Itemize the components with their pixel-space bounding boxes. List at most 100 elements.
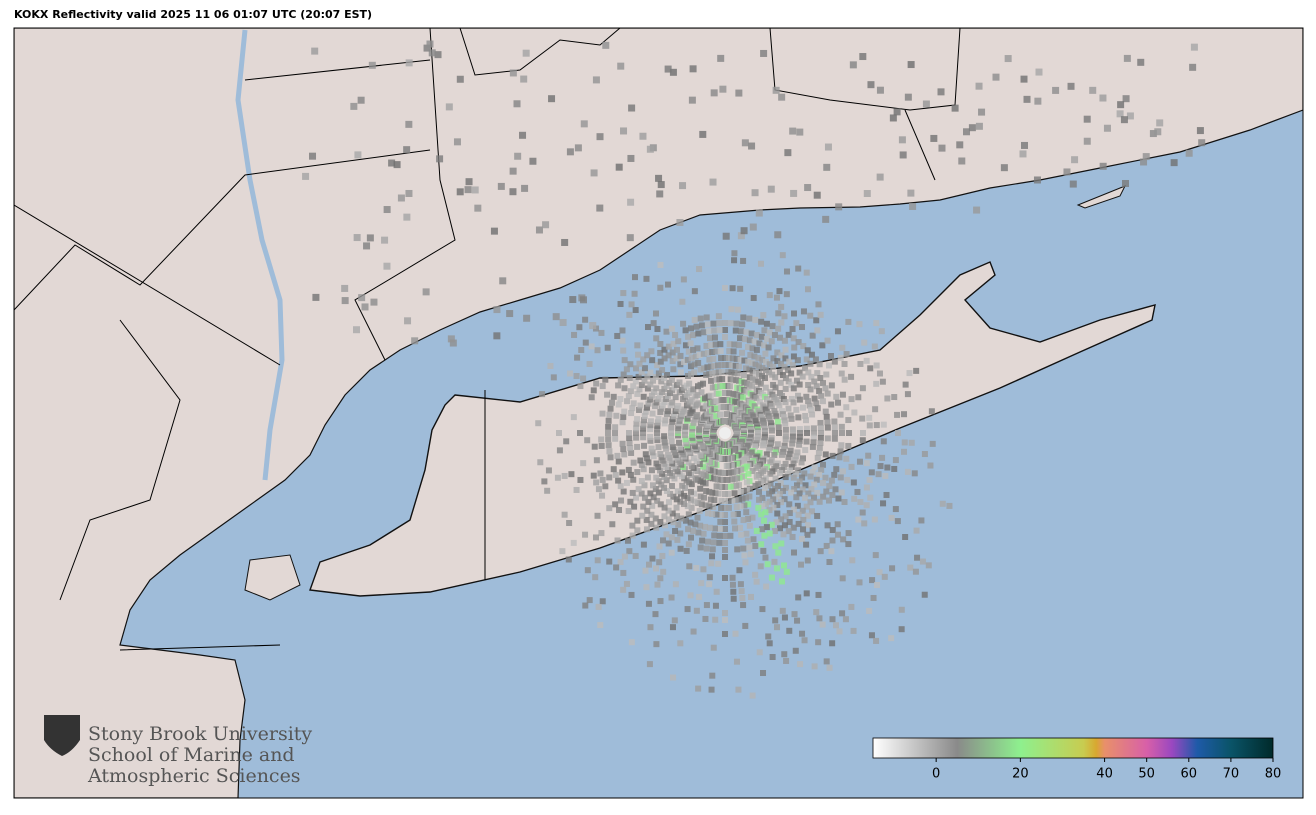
echo-cell xyxy=(366,234,374,242)
echo-cell xyxy=(804,430,810,436)
echo-cell xyxy=(657,181,665,189)
echo-cell xyxy=(816,388,823,395)
echo-cell xyxy=(685,333,692,340)
echo-cell xyxy=(741,357,748,364)
echo-cell xyxy=(849,61,857,69)
echo-cell xyxy=(682,327,689,334)
echo-cell xyxy=(652,611,659,618)
echo-cell xyxy=(780,562,787,569)
echo-cell xyxy=(677,352,684,359)
echo-cell xyxy=(826,664,833,671)
echo-cell xyxy=(644,455,651,462)
echo-cell xyxy=(354,151,362,159)
echo-cell xyxy=(775,310,782,317)
echo-cell xyxy=(815,301,822,308)
echo-cell xyxy=(780,448,787,455)
echo-cell xyxy=(688,488,694,495)
echo-cell xyxy=(790,385,797,392)
echo-cell xyxy=(729,285,736,292)
echo-cell xyxy=(813,191,821,199)
echo-cell xyxy=(866,607,873,614)
echo-cell xyxy=(859,415,866,422)
echo-cell xyxy=(703,602,710,609)
echo-cell xyxy=(774,349,781,356)
echo-cell xyxy=(668,424,675,431)
echo-cell xyxy=(797,430,803,436)
echo-cell xyxy=(652,515,659,522)
echo-cell xyxy=(1035,68,1043,76)
echo-cell xyxy=(688,325,695,332)
echo-cell xyxy=(839,344,846,351)
echo-cell xyxy=(633,365,640,372)
echo-cell xyxy=(817,424,824,431)
colorbar-tick-label: 60 xyxy=(1181,767,1198,782)
echo-cell xyxy=(760,670,767,677)
echo-cell xyxy=(749,468,756,475)
echo-cell xyxy=(654,419,661,426)
echo-cell xyxy=(745,344,752,351)
echo-cell xyxy=(795,467,802,474)
echo-cell xyxy=(1122,95,1130,103)
echo-cell xyxy=(778,451,785,458)
echo-cell xyxy=(1142,153,1150,161)
echo-cell xyxy=(718,362,725,369)
echo-cell xyxy=(782,513,789,520)
echo-cell xyxy=(781,313,788,320)
echo-cell xyxy=(822,408,829,415)
echo-cell xyxy=(758,333,765,340)
echo-cell xyxy=(357,96,365,104)
echo-cell xyxy=(698,389,705,396)
echo-cell xyxy=(660,568,667,575)
echo-cell xyxy=(582,339,589,346)
echo-cell xyxy=(713,405,720,412)
echo-cell xyxy=(490,227,498,235)
echo-cell xyxy=(655,370,662,377)
echo-cell xyxy=(663,396,670,402)
echo-cell xyxy=(735,89,743,97)
echo-cell xyxy=(795,520,802,527)
echo-cell xyxy=(798,459,805,466)
echo-cell xyxy=(725,504,732,511)
echo-cell xyxy=(761,517,768,524)
echo-cell xyxy=(756,496,763,503)
echo-cell xyxy=(1083,137,1091,145)
echo-cell xyxy=(615,401,622,408)
echo-cell xyxy=(845,541,852,548)
echo-cell xyxy=(774,418,781,425)
echo-cell xyxy=(694,412,701,419)
echo-cell xyxy=(762,554,769,561)
echo-cell xyxy=(894,518,901,525)
echo-cell xyxy=(760,547,767,554)
echo-cell xyxy=(471,186,479,194)
echo-cell xyxy=(789,533,796,540)
echo-cell xyxy=(711,525,718,532)
echo-cell xyxy=(733,320,740,327)
echo-cell xyxy=(884,464,891,471)
echo-cell xyxy=(647,426,654,433)
echo-cell xyxy=(810,434,817,441)
echo-cell xyxy=(668,325,675,332)
echo-cell xyxy=(705,328,712,335)
echo-cell xyxy=(711,532,718,539)
echo-cell xyxy=(497,182,505,190)
echo-cell xyxy=(1069,180,1077,188)
echo-cell xyxy=(640,466,647,473)
echo-cell xyxy=(823,488,830,495)
echo-cell xyxy=(693,607,700,614)
echo-cell xyxy=(790,335,797,342)
echo-cell xyxy=(679,182,687,190)
echo-cell xyxy=(895,430,901,436)
echo-cell xyxy=(341,284,349,292)
echo-cell xyxy=(661,355,668,362)
echo-cell xyxy=(693,458,700,465)
echo-cell xyxy=(423,44,431,52)
echo-cell xyxy=(509,188,517,196)
echo-cell xyxy=(803,590,810,597)
echo-cell xyxy=(684,606,691,613)
echo-cell xyxy=(742,622,749,629)
echo-cell xyxy=(655,478,662,485)
echo-cell xyxy=(607,405,614,412)
echo-cell xyxy=(784,470,791,477)
echo-cell xyxy=(752,443,759,450)
echo-cell xyxy=(745,501,752,508)
